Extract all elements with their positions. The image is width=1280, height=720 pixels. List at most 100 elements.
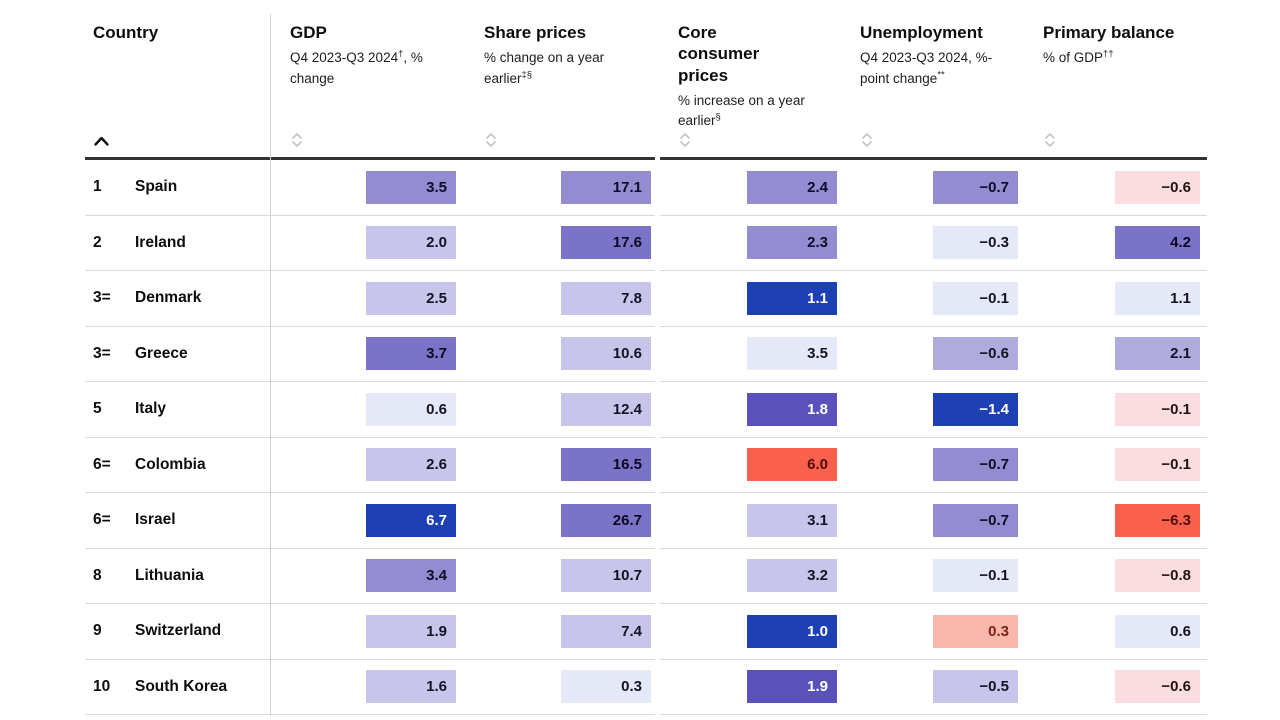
sort-ascending-icon[interactable] xyxy=(93,135,110,147)
sort-button-primary-balance[interactable] xyxy=(1043,131,1057,149)
value-chip-unemp: −0.6 xyxy=(933,337,1018,371)
value-chip-unemp: −0.1 xyxy=(933,281,1018,315)
value-chip-share: 17.6 xyxy=(561,226,651,260)
table-halves-gutter xyxy=(655,14,660,718)
value-chip-unemp: −0.1 xyxy=(933,559,1018,593)
footnote-marker: ‡§ xyxy=(521,69,533,80)
value-chip-share: 12.4 xyxy=(561,392,651,426)
sort-button-share-prices[interactable] xyxy=(484,131,498,149)
sort-button-unemployment[interactable] xyxy=(860,131,874,149)
cell-gdp: 3.5 xyxy=(270,160,468,215)
sort-button-core-consumer-prices[interactable] xyxy=(678,131,692,149)
value-chip-unemp: 0.3 xyxy=(933,614,1018,648)
cell-unemp: −1.4 xyxy=(841,382,1022,437)
column-sublabel-primary-balance: % of GDP†† xyxy=(1043,48,1207,68)
column-header-core-consumer-prices: Core consumer prices % increase on a yea… xyxy=(657,14,841,157)
value-chip-core: 1.1 xyxy=(747,281,837,315)
cell-share: 10.6 xyxy=(468,327,657,382)
cell-primary: −6.3 xyxy=(1022,493,1207,548)
cell-unemp: −0.5 xyxy=(841,660,1022,715)
cell-primary: −0.1 xyxy=(1022,382,1207,437)
table-row: 3= Denmark 2.5 7.8 1.1 −0.1 1.1 xyxy=(85,271,1207,327)
value-chip-core: 3.5 xyxy=(747,337,837,371)
value-chip-primary: −0.6 xyxy=(1115,170,1200,204)
rank-cell: 10 xyxy=(93,677,111,695)
value-chip-core: 2.4 xyxy=(747,170,837,204)
table-row: 6= Colombia 2.6 16.5 6.0 −0.7 −0.1 xyxy=(85,438,1207,493)
cell-share: 10.7 xyxy=(468,549,657,604)
cell-primary: −0.8 xyxy=(1022,549,1207,604)
column-header-unemployment: Unemployment Q4 2023-Q3 2024, %-point ch… xyxy=(841,14,1022,157)
value-chip-unemp: −0.3 xyxy=(933,226,1018,260)
value-chip-core: 1.8 xyxy=(747,392,837,426)
table-row: 9 Switzerland 1.9 7.4 1.0 0.3 0.6 xyxy=(85,604,1207,660)
cell-core: 2.3 xyxy=(657,216,841,271)
table-header: Country GDP Q4 2023-Q3 2024†, % change S… xyxy=(85,14,1207,160)
value-chip-unemp: −1.4 xyxy=(933,392,1018,426)
value-chip-primary: −0.1 xyxy=(1115,392,1200,426)
value-chip-unemp: −0.5 xyxy=(933,670,1018,704)
value-chip-gdp: 6.7 xyxy=(366,503,456,537)
column-sublabel-share-prices: % change on a year earlier‡§ xyxy=(484,48,620,89)
table-row: 1 Spain 3.5 17.1 2.4 −0.7 −0.6 xyxy=(85,160,1207,216)
cell-share: 12.4 xyxy=(468,382,657,437)
value-chip-share: 26.7 xyxy=(561,503,651,537)
value-chip-primary: −6.3 xyxy=(1115,503,1200,537)
table-row: 10 South Korea 1.6 0.3 1.9 −0.5 −0.6 xyxy=(85,660,1207,715)
cell-primary: 2.1 xyxy=(1022,327,1207,382)
value-chip-core: 6.0 xyxy=(747,448,837,482)
rank-cell: 1 xyxy=(93,178,102,196)
value-chip-core: 3.2 xyxy=(747,559,837,593)
cell-gdp: 1.9 xyxy=(270,604,468,659)
cell-share: 16.5 xyxy=(468,438,657,493)
column-header-gdp: GDP Q4 2023-Q3 2024†, % change xyxy=(270,14,468,157)
footnote-marker: ** xyxy=(937,69,945,80)
cell-core: 1.0 xyxy=(657,604,841,659)
cell-unemp: −0.1 xyxy=(841,549,1022,604)
cell-primary: 0.6 xyxy=(1022,604,1207,659)
country-name: Spain xyxy=(135,178,178,196)
value-chip-gdp: 3.7 xyxy=(366,337,456,371)
value-chip-gdp: 2.6 xyxy=(366,448,456,482)
column-label-gdp: GDP xyxy=(290,23,327,42)
value-chip-share: 7.4 xyxy=(561,614,651,648)
cell-unemp: −0.1 xyxy=(841,271,1022,326)
cell-gdp: 3.4 xyxy=(270,549,468,604)
country-name: South Korea xyxy=(135,677,228,695)
column-sublabel-core-consumer-prices: % increase on a year earlier§ xyxy=(678,91,828,132)
cell-share: 0.3 xyxy=(468,660,657,715)
value-chip-primary: 4.2 xyxy=(1115,226,1200,260)
value-chip-unemp: −0.7 xyxy=(933,170,1018,204)
footnote-marker: † xyxy=(398,48,404,60)
country-column-divider xyxy=(270,14,271,716)
sublabel-text: , % change xyxy=(290,50,423,86)
country-name: Switzerland xyxy=(135,622,222,640)
cell-unemp: −0.6 xyxy=(841,327,1022,382)
table-row: 3= Greece 3.7 10.6 3.5 −0.6 2.1 xyxy=(85,327,1207,382)
table-row: 6= Israel 6.7 26.7 3.1 −0.7 −6.3 xyxy=(85,493,1207,549)
cell-share: 17.6 xyxy=(468,216,657,271)
cell-share: 26.7 xyxy=(468,493,657,548)
value-chip-gdp: 3.4 xyxy=(366,559,456,593)
column-header-country: Country xyxy=(85,14,270,157)
table-row: 2 Ireland 2.0 17.6 2.3 −0.3 4.2 xyxy=(85,216,1207,271)
value-chip-primary: −0.8 xyxy=(1115,559,1200,593)
value-chip-gdp: 2.0 xyxy=(366,226,456,260)
value-chip-share: 7.8 xyxy=(561,281,651,315)
cell-gdp: 2.6 xyxy=(270,438,468,493)
table-row: 8 Lithuania 3.4 10.7 3.2 −0.1 −0.8 xyxy=(85,549,1207,604)
chevron-up-icon xyxy=(94,136,109,146)
cell-core: 1.9 xyxy=(657,660,841,715)
value-chip-share: 16.5 xyxy=(561,448,651,482)
cell-primary: 4.2 xyxy=(1022,216,1207,271)
value-chip-primary: 0.6 xyxy=(1115,614,1200,648)
cell-share: 7.8 xyxy=(468,271,657,326)
country-name: Israel xyxy=(135,511,176,529)
value-chip-core: 1.0 xyxy=(747,614,837,648)
column-label-country: Country xyxy=(93,23,159,42)
column-label-core-consumer-prices: Core consumer prices xyxy=(678,23,760,85)
economy-rankings-table: Country GDP Q4 2023-Q3 2024†, % change S… xyxy=(85,14,1207,718)
sort-button-gdp[interactable] xyxy=(290,131,304,149)
country-name: Greece xyxy=(135,344,188,362)
rank-cell: 9 xyxy=(93,622,102,640)
